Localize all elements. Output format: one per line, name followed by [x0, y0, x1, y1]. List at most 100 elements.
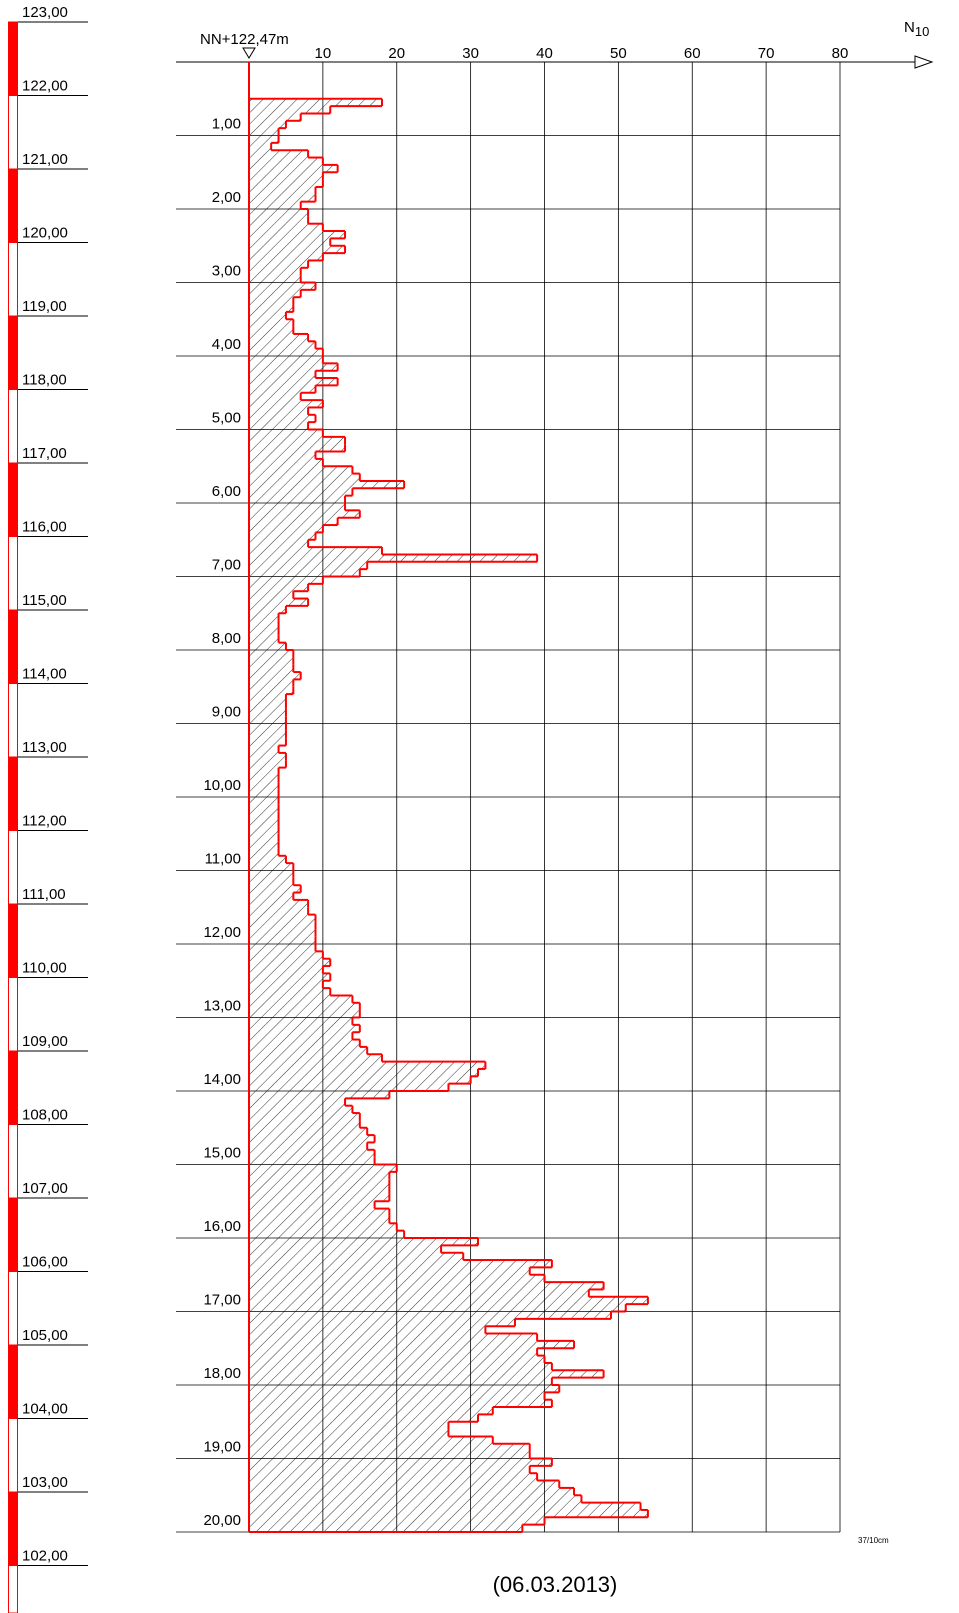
bar	[249, 1333, 538, 1341]
elevation-block	[8, 21, 18, 96]
bar	[249, 899, 309, 908]
bar	[249, 929, 316, 937]
bar	[249, 128, 279, 136]
bar	[249, 503, 346, 511]
bar	[249, 1091, 390, 1099]
bar	[249, 282, 316, 290]
bar	[249, 1289, 589, 1297]
bar	[249, 958, 331, 967]
bar	[249, 1024, 360, 1033]
bar	[249, 164, 338, 173]
bar	[249, 1326, 486, 1334]
x-label-sub: 10	[915, 24, 929, 39]
bar	[249, 650, 294, 658]
elevation-block	[8, 1344, 18, 1419]
y-tick-label: 11,00	[205, 851, 241, 868]
bar	[249, 1311, 611, 1319]
bar	[249, 1135, 375, 1143]
bar	[249, 686, 294, 695]
elevation-block	[8, 609, 18, 684]
bar	[249, 1120, 360, 1128]
elevation-block	[8, 462, 18, 537]
bar	[249, 863, 294, 871]
bar	[249, 642, 286, 650]
bar	[249, 1362, 552, 1371]
bar	[249, 400, 323, 408]
bar	[249, 995, 353, 1003]
bar	[249, 1429, 449, 1437]
bar	[249, 679, 294, 687]
bar	[249, 980, 323, 989]
bar	[249, 1039, 360, 1047]
elevation-label: 103,00	[22, 1474, 68, 1491]
bar	[249, 547, 382, 555]
bar	[249, 157, 323, 165]
bar	[249, 1171, 390, 1180]
bar	[249, 1487, 575, 1496]
bar	[249, 1105, 353, 1114]
bar	[249, 877, 294, 886]
y-tick-label: 7,00	[212, 557, 241, 574]
bar	[249, 113, 301, 121]
y-tick-label: 18,00	[203, 1365, 241, 1382]
bar	[249, 532, 316, 540]
bar	[249, 326, 294, 334]
bar	[249, 1377, 552, 1385]
bar	[249, 855, 286, 864]
bar	[249, 142, 272, 151]
bar	[249, 1274, 545, 1283]
bar	[249, 1473, 538, 1481]
bar	[249, 1201, 375, 1209]
bar	[249, 333, 309, 342]
bar	[249, 745, 279, 753]
elevation-label: 110,00	[22, 960, 67, 977]
bar	[249, 598, 309, 606]
elevation-label: 118,00	[22, 372, 67, 389]
bar	[249, 1054, 382, 1062]
bar	[249, 209, 309, 217]
bar	[249, 378, 338, 386]
elevation-block	[8, 1565, 18, 1613]
x-tick-label: 50	[610, 45, 627, 62]
bar	[249, 841, 279, 849]
elevation-label: 117,00	[22, 445, 67, 462]
bar	[249, 172, 323, 180]
elevation-block	[8, 389, 18, 464]
bar	[249, 833, 279, 842]
footnote: 37/10cm	[858, 1536, 889, 1545]
bar	[249, 1524, 523, 1532]
elevation-label: 105,00	[22, 1327, 68, 1344]
bar	[249, 356, 323, 364]
bar	[249, 716, 286, 724]
bar	[249, 1436, 493, 1444]
bar	[249, 480, 405, 489]
bar	[249, 1502, 641, 1510]
bar	[249, 260, 309, 268]
elevation-block	[8, 1124, 18, 1199]
bar	[249, 576, 323, 584]
bar	[249, 966, 323, 974]
bar	[249, 1260, 552, 1268]
bar	[249, 1495, 582, 1503]
bar	[249, 1164, 397, 1172]
y-tick-label: 1,00	[212, 116, 241, 133]
bar	[249, 723, 286, 731]
bar	[249, 1252, 464, 1261]
bar	[249, 363, 338, 371]
bar	[249, 1414, 479, 1422]
bar	[249, 238, 331, 246]
bar	[249, 231, 346, 239]
y-tick-label: 17,00	[203, 1292, 241, 1309]
bar	[249, 539, 309, 548]
bar	[249, 569, 360, 577]
bar	[249, 1157, 375, 1165]
y-tick-label: 6,00	[212, 483, 241, 500]
bar	[249, 348, 323, 356]
elevation-label: 108,00	[22, 1107, 68, 1124]
bar	[249, 1399, 552, 1408]
bar	[249, 936, 316, 944]
bar	[249, 1407, 493, 1415]
bar	[249, 774, 279, 783]
bar	[249, 1421, 449, 1430]
bar	[249, 1230, 405, 1238]
